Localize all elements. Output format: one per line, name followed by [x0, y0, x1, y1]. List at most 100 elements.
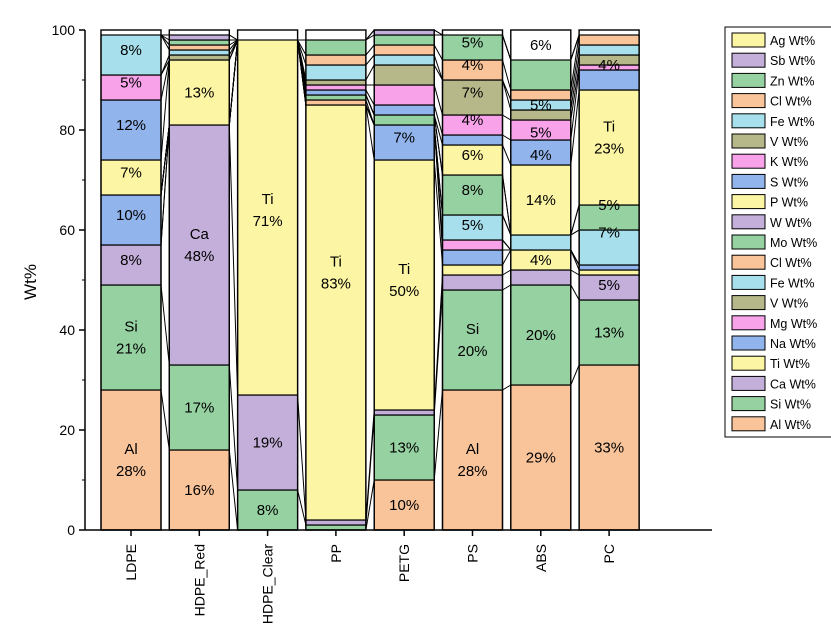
bar-segment — [168, 124, 230, 366]
bar-segment — [100, 389, 162, 531]
bar-segment — [373, 409, 435, 416]
segment-label: 4% — [530, 252, 552, 269]
legend-label: Ca Wt% — [770, 377, 816, 391]
segment-label: 13% — [594, 325, 624, 342]
connector-line — [502, 34, 512, 61]
connector-line — [365, 99, 375, 126]
bar-segment — [578, 264, 640, 271]
connector-line — [160, 284, 170, 366]
bar-segment — [305, 99, 367, 106]
connector-line — [160, 59, 170, 161]
connector-line — [228, 124, 239, 396]
segment-label: 6% — [462, 147, 484, 164]
bar-segment — [305, 54, 367, 66]
y-tick-label: 20 — [59, 422, 75, 438]
connector-line — [160, 124, 170, 196]
segment-label: 5% — [462, 35, 484, 52]
x-tick-label: HDPE_Red — [191, 544, 207, 616]
connector-line — [502, 384, 512, 391]
connector-line — [365, 409, 375, 521]
connector-line — [365, 54, 375, 66]
connector-line — [502, 144, 512, 166]
connector-line — [228, 449, 239, 531]
connector-line — [570, 229, 580, 236]
segment-label: 16% — [184, 482, 214, 499]
segment-label: 8% — [120, 252, 142, 269]
bar-segment — [237, 394, 299, 491]
segment-label: Ti 23% — [594, 119, 624, 158]
legend-swatch — [731, 416, 766, 432]
connector-line — [365, 94, 375, 116]
segment-labels: Al 28% Si 21% 8% 10% 7% 12% 5% 8% 16% 17% Ca 48% 13% 8%… — [116, 35, 624, 520]
legend-label: V Wt% — [770, 297, 808, 311]
legend-swatch — [731, 396, 766, 412]
legend-swatch — [731, 254, 766, 270]
legend-label: Na Wt% — [770, 337, 816, 351]
segment-label: Si 20% — [457, 321, 487, 360]
connector-line — [433, 159, 443, 266]
legend-swatch — [731, 295, 766, 311]
y-tick-label: 60 — [59, 222, 75, 238]
legend-label: Cl Wt% — [770, 256, 812, 270]
connector-line — [160, 124, 170, 246]
legend-swatch — [731, 93, 766, 109]
connector-line — [570, 204, 580, 236]
bar-segment — [510, 269, 572, 286]
connector-line — [502, 79, 512, 111]
bar-segment — [578, 269, 640, 276]
bar-segment — [441, 274, 504, 291]
bar-segment — [373, 84, 435, 106]
segment-label: Ti 83% — [321, 254, 351, 293]
connector-line — [297, 489, 307, 526]
bar-segment — [578, 44, 640, 56]
segment-label: 20% — [526, 327, 556, 344]
legend-swatch — [731, 315, 766, 331]
segment-label: 8% — [257, 502, 279, 519]
segment-label: 13% — [389, 440, 419, 457]
segment-label: 7% — [598, 225, 620, 242]
bar-segment — [305, 84, 367, 91]
bar-segment — [305, 39, 367, 56]
connector-line — [570, 284, 580, 301]
segment-label: 5% — [120, 75, 142, 92]
y-tick-label: 80 — [59, 122, 75, 138]
connector-line — [570, 44, 580, 101]
segment-label: 8% — [462, 182, 484, 199]
connector-line — [365, 44, 375, 56]
legend-swatch — [731, 32, 766, 48]
y-tick-label: 0 — [67, 522, 75, 538]
connector-line — [433, 64, 443, 81]
bar-segment — [373, 54, 435, 66]
connector-line — [365, 64, 375, 81]
legend-label: W Wt% — [770, 216, 812, 230]
legend-label: Mo Wt% — [770, 236, 817, 250]
connector-line — [570, 34, 580, 61]
bar-segment — [305, 94, 367, 101]
segment-label: 12% — [116, 117, 146, 134]
connector-line — [228, 364, 239, 491]
legend-swatch — [731, 234, 766, 250]
connector-line — [502, 214, 512, 236]
segment-label: 7% — [393, 130, 415, 147]
legend-swatch — [731, 194, 766, 210]
segment-label: 13% — [184, 85, 214, 102]
connector-line — [365, 29, 375, 41]
connector-line — [502, 134, 512, 141]
connector-line — [570, 249, 580, 266]
bar-segment — [305, 89, 367, 96]
legend-swatch — [731, 375, 766, 391]
bar-segment — [373, 44, 435, 56]
connector-line — [297, 394, 307, 521]
bar-segment — [373, 29, 435, 36]
bar-segment — [100, 34, 162, 76]
legend: Ag Wt% Sb Wt% Zn Wt% Cl Wt% Fe Wt% V Wt% K Wt%… — [724, 26, 831, 438]
bar-segment — [441, 134, 504, 146]
connector-line — [502, 79, 512, 101]
bar-segment — [168, 54, 230, 61]
connector-line — [229, 34, 238, 41]
legend-swatch — [731, 355, 766, 371]
legend-swatch — [731, 274, 766, 290]
connector-line — [365, 89, 375, 106]
segment-label: 5% — [530, 125, 552, 142]
connector-line — [160, 34, 170, 46]
